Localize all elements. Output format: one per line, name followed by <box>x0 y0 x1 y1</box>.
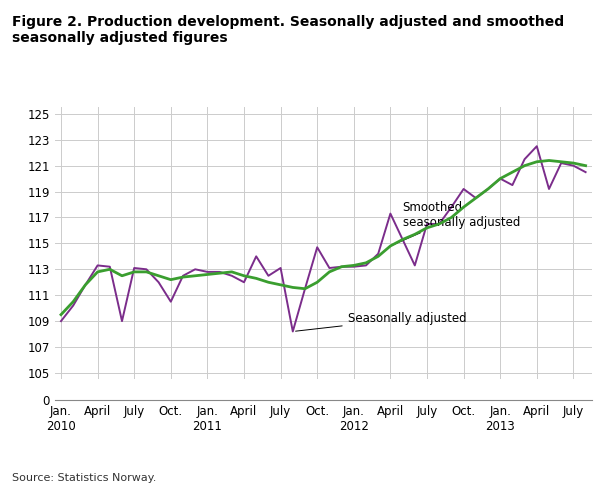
Text: Smoothed
seasonally adjusted: Smoothed seasonally adjusted <box>393 201 520 245</box>
Text: Source: Statistics Norway.: Source: Statistics Norway. <box>12 473 157 483</box>
Text: Seasonally adjusted: Seasonally adjusted <box>296 312 466 331</box>
Text: Figure 2. Production development. Seasonally adjusted and smoothed
seasonally ad: Figure 2. Production development. Season… <box>12 15 564 45</box>
